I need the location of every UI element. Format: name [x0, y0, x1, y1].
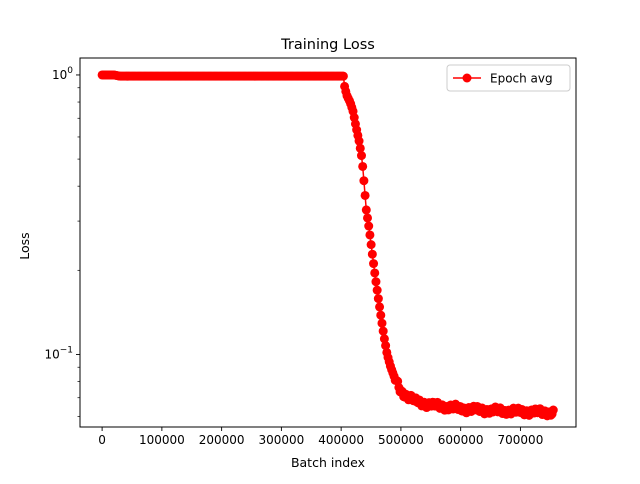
series-epoch-avg	[97, 70, 558, 421]
legend: Epoch avg	[446, 64, 571, 92]
x-tick-label: 0	[98, 433, 106, 447]
data-point	[356, 151, 366, 161]
data-point	[367, 249, 377, 259]
data-point	[355, 143, 365, 153]
legend-box	[446, 64, 571, 92]
x-tick-label: 600000	[438, 433, 484, 447]
y-tick-label: 10−1	[44, 345, 73, 361]
data-point	[377, 318, 387, 328]
data-point	[366, 240, 376, 250]
data-point	[379, 334, 389, 344]
x-tick-label: 700000	[498, 433, 544, 447]
x-axis-label: Batch index	[291, 455, 365, 470]
data-point	[359, 176, 369, 186]
data-point	[371, 277, 381, 287]
x-tick-label: 100000	[139, 433, 185, 447]
data-point	[365, 230, 375, 240]
axes-frame	[79, 57, 577, 428]
x-tick-label: 500000	[378, 433, 424, 447]
data-point	[376, 310, 386, 320]
data-point	[381, 341, 391, 351]
data-point	[548, 405, 558, 415]
y-axis-ticks: 100 10−1	[44, 66, 80, 417]
x-tick-label: 300000	[258, 433, 304, 447]
data-point	[370, 268, 380, 278]
data-point	[373, 294, 383, 304]
data-point	[361, 205, 371, 215]
x-axis-ticks: 0 100000 200000 300000 400000 500000 600000 700…	[98, 427, 543, 447]
y-axis-label: Loss	[17, 232, 32, 259]
data-point	[364, 221, 374, 231]
data-point	[372, 285, 382, 295]
plot-area	[97, 70, 558, 421]
legend-marker	[462, 73, 472, 83]
data-point	[378, 326, 388, 336]
data-point	[358, 161, 368, 171]
data-point	[354, 136, 364, 146]
x-tick-label: 400000	[318, 433, 364, 447]
data-point	[375, 302, 385, 312]
chart-title: Training Loss	[280, 37, 375, 53]
y-tick-label: 100	[52, 66, 73, 82]
data-point	[360, 190, 370, 200]
data-point	[338, 71, 348, 81]
legend-label: Epoch avg	[490, 72, 553, 86]
x-tick-label: 200000	[199, 433, 245, 447]
data-point	[363, 213, 373, 223]
data-point	[369, 259, 379, 269]
